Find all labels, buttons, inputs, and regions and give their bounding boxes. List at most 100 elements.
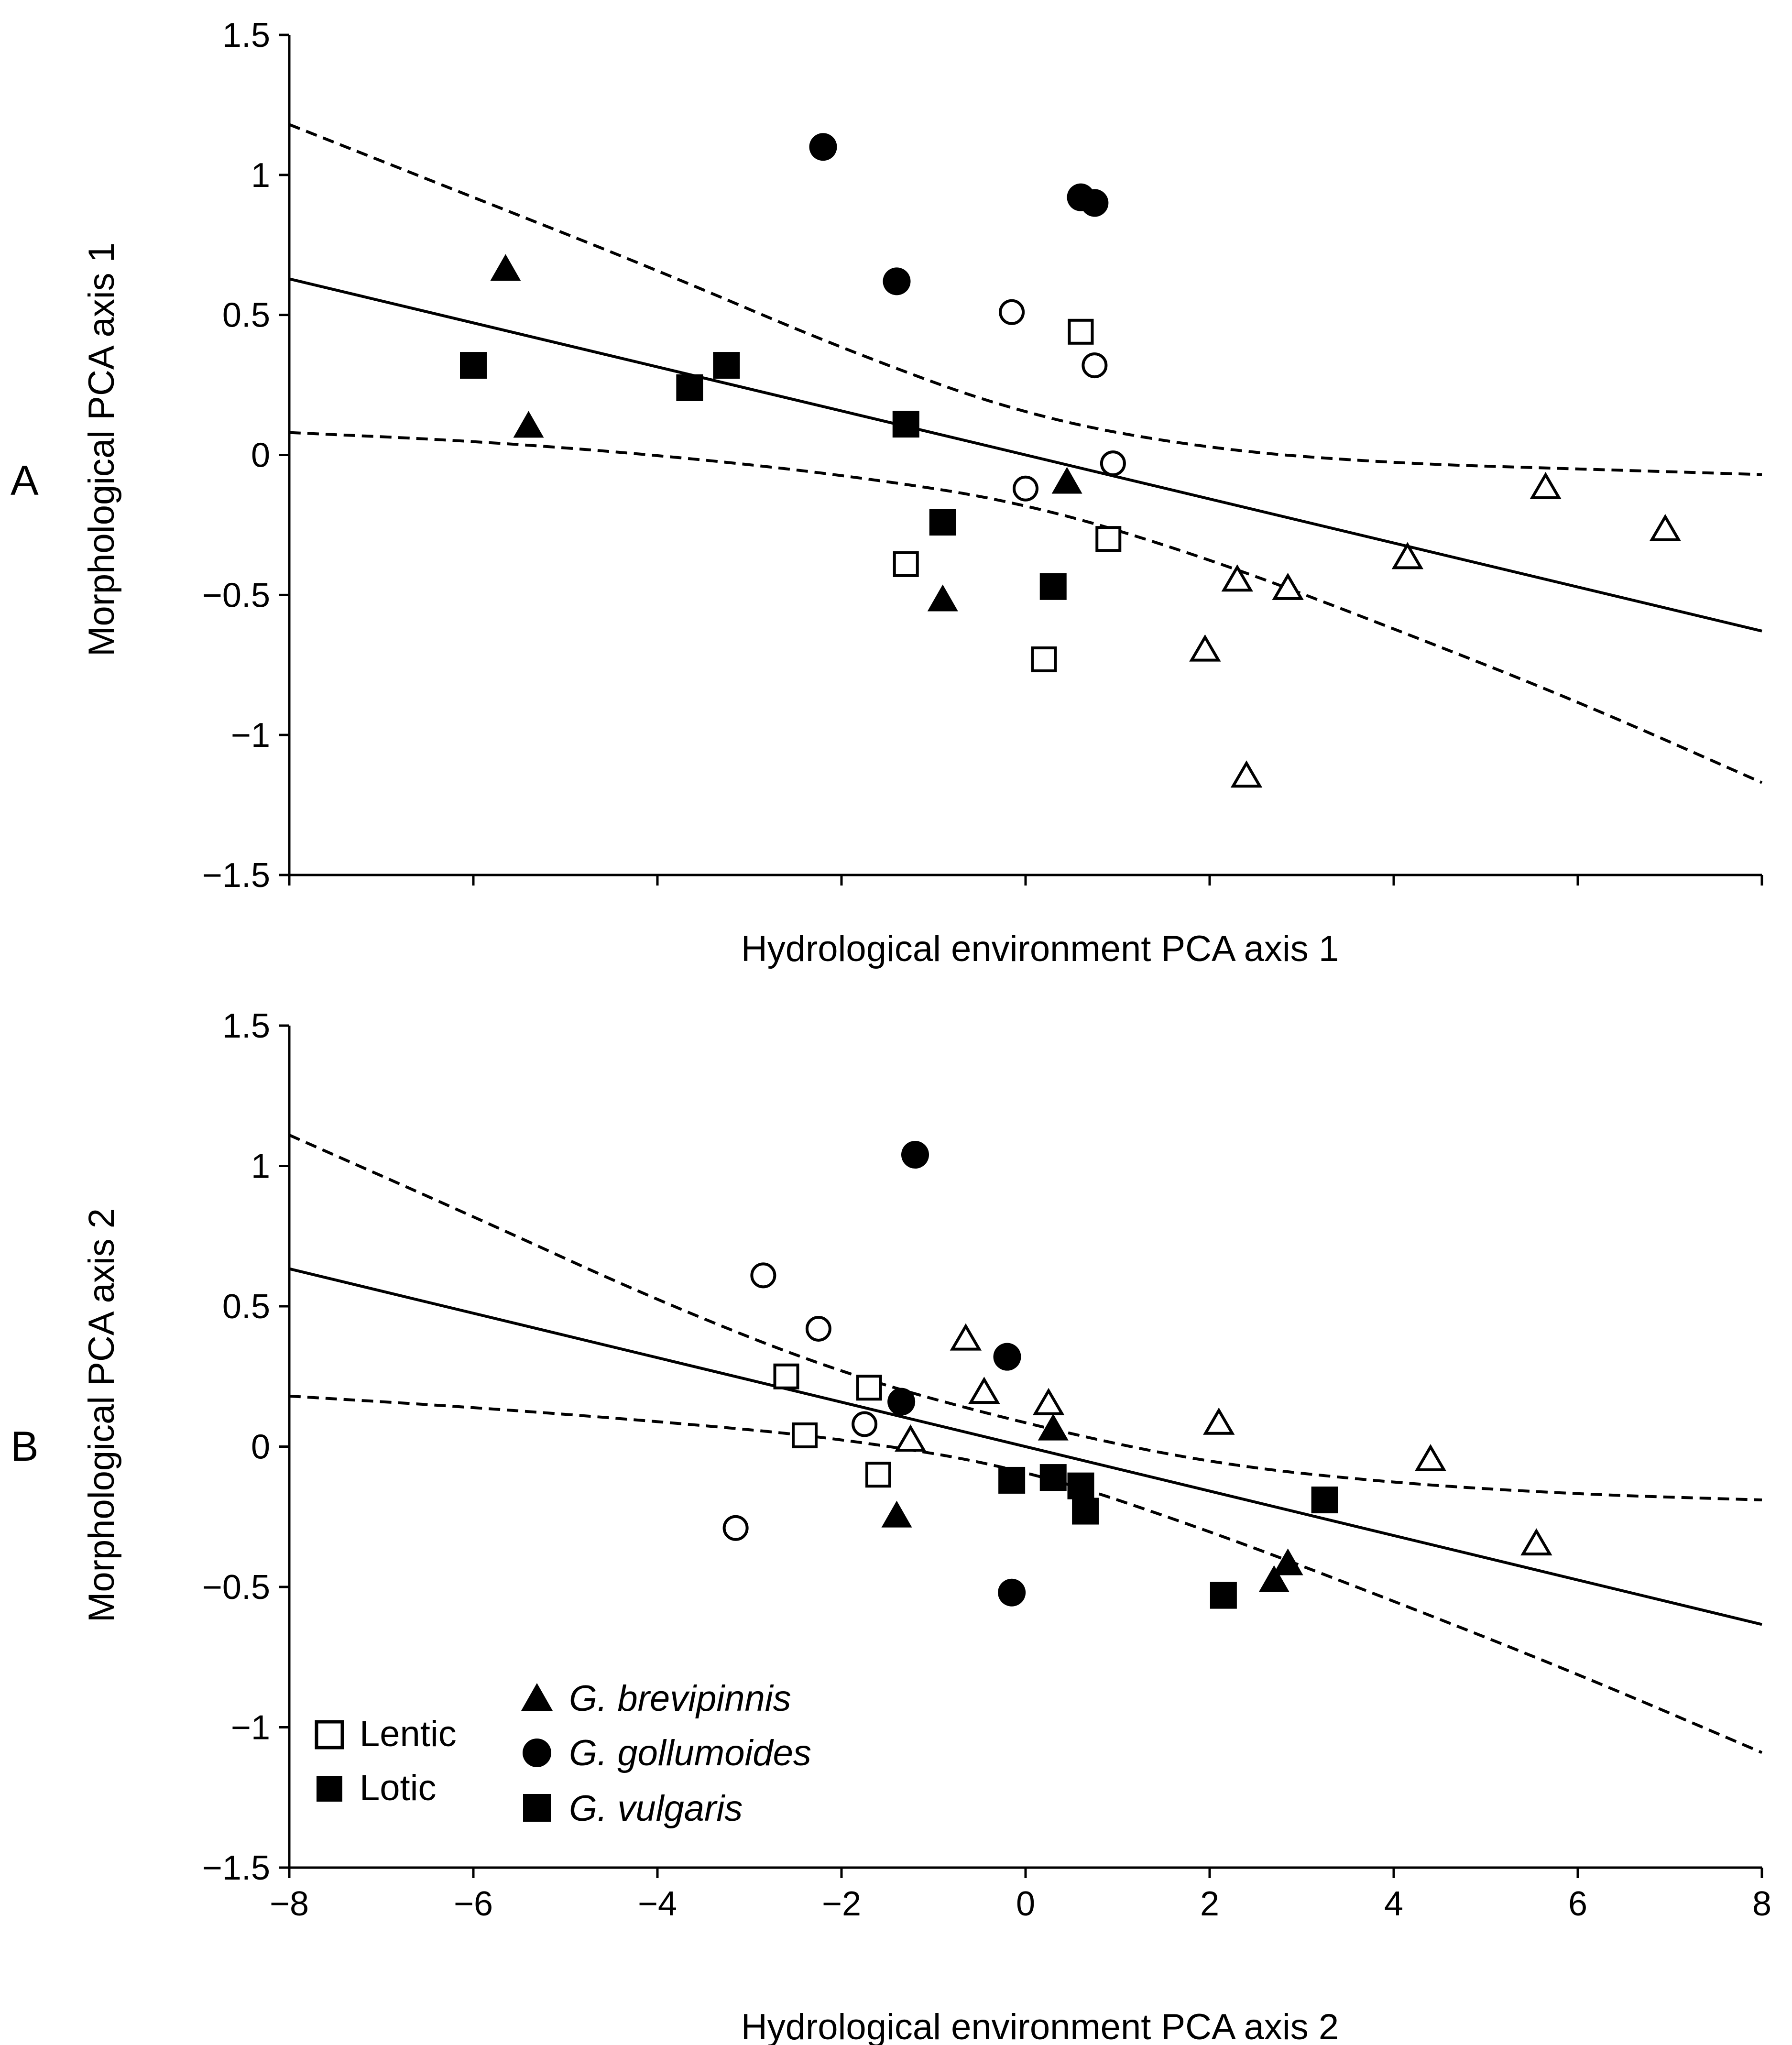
panel-b-plot-area: 1.5 1 0.5 0 −0.5 −1 −1.5−8 −6 −4 −2 0 2 4 6 8 [202, 1007, 1771, 1923]
panel-a-point-circle [809, 133, 837, 161]
legend-label-lentic: Lentic [360, 1714, 457, 1754]
legend-label-lotic: Lotic [360, 1768, 437, 1808]
panel-a-point-triangle [1189, 634, 1221, 662]
panel-b-point-triangle [1038, 1413, 1069, 1441]
panel-b-y-tick-label: −1.5 [202, 1849, 270, 1887]
panel-b-point-circle [805, 1315, 831, 1342]
panel-a-point-triangle [1272, 572, 1304, 600]
panel-b-y-tick-label: 1 [251, 1148, 270, 1186]
panel-a-point-circle [999, 299, 1025, 325]
panel-b-point-triangle [1203, 1407, 1235, 1435]
panel-a-y-tick-label: 0.5 [222, 296, 270, 335]
panel-a-y-tick-label: 0 [251, 437, 270, 475]
panel-b-x-tick-label: 8 [1752, 1885, 1771, 1923]
panel-b-x-tick-label: 4 [1384, 1885, 1403, 1923]
panel-b-point-triangle [1258, 1565, 1289, 1592]
panel-a-point-circle [1013, 475, 1038, 502]
panel-a-point-triangle [490, 254, 521, 281]
panel-a-point-circle [1100, 450, 1126, 477]
panel-a-ci-upper [288, 123, 1762, 476]
panel-b-ci-upper [288, 1134, 1762, 1502]
panel-a-point-triangle [1230, 760, 1263, 788]
panel-b-x-tick-label: 2 [1200, 1885, 1219, 1923]
panel-a-point-triangle [1530, 472, 1562, 499]
panel-b-xlabel: Hydrological environment PCA axis 2 [741, 2007, 1339, 2045]
panel-a-y-tick-label: −1.5 [202, 856, 270, 895]
panel-a-y-tick-label: 1.5 [222, 16, 270, 55]
panel-b-point-square [1039, 1464, 1067, 1491]
panel-b-point-square [1311, 1487, 1338, 1514]
panel-b-point-square [1067, 1472, 1094, 1499]
panel-b-x-tick-label: −6 [454, 1885, 493, 1923]
panel-b-chart: B Morphological PCA axis 2 Hydrological … [11, 1007, 1771, 2045]
legend-label-vulgaris: G. vulgaris [569, 1788, 743, 1829]
panel-b-point-square [773, 1363, 799, 1389]
legend-label-gollumoides: G. gollumoides [569, 1733, 811, 1773]
panel-b-point-circle [998, 1578, 1026, 1607]
panel-a-xlabel: Hydrological environment PCA axis 1 [741, 929, 1339, 969]
panel-b-y-tick-label: −0.5 [202, 1568, 270, 1607]
panel-b-point-square [856, 1375, 882, 1401]
panel-a-point-square [713, 352, 740, 379]
panel-a-point-circle [883, 267, 911, 295]
panel-a-ci-lower [289, 431, 1763, 784]
legend-marker-vulgaris [523, 1794, 551, 1822]
legend-marker-gollumoides [523, 1739, 551, 1767]
panel-b-x-tick-label: 0 [1016, 1885, 1035, 1923]
panel-b-point-triangle [881, 1500, 912, 1528]
panel-a-point-triangle [1649, 514, 1682, 541]
panel-a-chart: A Morphological PCA axis 1 Hydrological … [11, 16, 1763, 969]
panel-a-point-square [929, 509, 956, 536]
panel-b-point-square [1072, 1498, 1099, 1525]
panel-b-point-square [792, 1422, 818, 1449]
panel-b-y-tick-label: 1.5 [222, 1007, 270, 1045]
panel-a-point-square [676, 374, 703, 401]
legend-label-brevipinnis: G. brevipinnis [569, 1678, 791, 1719]
panel-b-point-triangle [1032, 1388, 1065, 1415]
panel-b-point-triangle [1414, 1444, 1447, 1472]
panel-b-point-circle [901, 1141, 929, 1169]
panel-b-x-tick-label: −8 [270, 1885, 309, 1923]
legend: Lentic Lotic G. brevipinnis G. gollumoid… [315, 1678, 811, 1829]
panel-a-point-square [1095, 526, 1122, 552]
panel-a-y-tick-label: −0.5 [202, 576, 270, 614]
legend-marker-lotic [317, 1776, 342, 1802]
panel-b-point-circle [887, 1388, 916, 1416]
panel-b-point-triangle [895, 1424, 927, 1452]
panel-b-x-tick-label: −2 [822, 1885, 861, 1923]
panel-b-x-tick-label: −4 [638, 1885, 677, 1923]
panel-a-y-tick-label: 1 [251, 156, 270, 195]
panel-b-point-triangle [950, 1323, 982, 1351]
panel-a-regression-line [289, 277, 1762, 633]
panel-b-ci-lower [289, 1394, 1763, 1754]
panel-b-y-tick-label: −1 [231, 1709, 270, 1747]
panel-b-point-circle [750, 1262, 776, 1289]
panel-b-point-triangle [1520, 1528, 1552, 1556]
panel-a-point-triangle [1051, 467, 1082, 494]
panel-b-y-tick-label: 0 [251, 1428, 270, 1466]
panel-b-letter: B [11, 1422, 39, 1470]
panel-a-point-circle [1081, 189, 1109, 217]
panel-a-point-square [1031, 646, 1057, 673]
panel-a-point-triangle [513, 411, 544, 438]
panel-a-point-square [1039, 573, 1067, 600]
panel-b-x-tick-label: 6 [1568, 1885, 1587, 1923]
panel-a-point-triangle [1221, 564, 1253, 592]
panel-b-point-square [865, 1462, 891, 1488]
panel-b-regression-line [289, 1267, 1762, 1626]
panel-a-point-square [893, 551, 919, 577]
panel-a-point-triangle [927, 584, 958, 612]
panel-a-plot-area: 1.5 1 0.5 0 −0.5 −1 −1.5 [202, 16, 1763, 895]
panel-a-ylabel: Morphological PCA axis 1 [81, 242, 122, 656]
panel-b-point-square [1210, 1582, 1237, 1609]
legend-marker-brevipinnis [521, 1683, 553, 1711]
panel-b-y-tick-label: 0.5 [222, 1288, 270, 1326]
panel-b-ylabel: Morphological PCA axis 2 [81, 1208, 122, 1622]
panel-a-point-square [892, 411, 919, 438]
panel-a-point-square [1068, 318, 1094, 345]
panel-b-point-triangle [968, 1377, 1000, 1404]
panel-a-letter: A [11, 457, 39, 504]
panel-b-point-square [998, 1466, 1026, 1494]
panel-b-point-circle [722, 1515, 749, 1541]
